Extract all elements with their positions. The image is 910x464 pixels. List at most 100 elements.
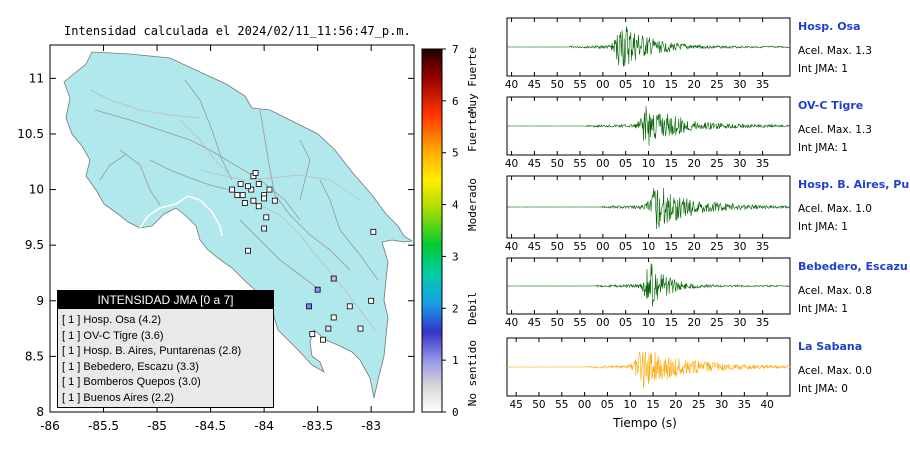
trace-x-tick-label: 35 xyxy=(756,241,769,253)
trace-x-tick-label: 45 xyxy=(528,158,541,170)
station-marker xyxy=(357,325,364,332)
colorbar-category-label: Debil xyxy=(466,292,479,325)
trace-x-tick-label: 30 xyxy=(715,399,728,411)
trace-x-tick-label: 05 xyxy=(619,317,632,329)
trace-x-tick-label: 00 xyxy=(578,399,591,411)
trace-x-tick-label: 35 xyxy=(756,158,769,170)
colorbar-tick-label: 1 xyxy=(452,354,459,367)
trace-x-tick-label: 55 xyxy=(573,158,586,170)
colorbar-gradient xyxy=(421,48,443,413)
max-acceleration: Acel. Max. 0.0 xyxy=(798,365,872,377)
trace-x-tick-label: 40 xyxy=(505,158,518,170)
seismogram-trace xyxy=(506,26,791,67)
map-x-tick-label: -85 xyxy=(147,419,167,433)
trace-x-tick-label: 05 xyxy=(601,399,614,411)
trace-x-tick-label: 05 xyxy=(619,158,632,170)
trace-x-tick-label: 15 xyxy=(646,399,659,411)
trace-x-tick-label: 40 xyxy=(505,317,518,329)
trace-x-tick-label: 50 xyxy=(551,241,564,253)
station-name: Bebedero, Escazu xyxy=(798,260,908,273)
trace-x-tick-label: 20 xyxy=(687,317,700,329)
jma-intensity: Int JMA: 1 xyxy=(798,303,848,315)
station-marker xyxy=(330,314,337,321)
jma-intensity: Int JMA: 1 xyxy=(798,63,848,75)
station-name: OV-C Tigre xyxy=(798,99,863,112)
station-marker xyxy=(237,181,244,187)
station-marker xyxy=(271,197,278,204)
station-marker xyxy=(255,203,262,210)
trace-x-tick-label: 35 xyxy=(756,79,769,91)
map-x-tick-label: -83.5 xyxy=(302,419,333,433)
trace-panel: 40 45 50 55 00 05 10 15 20 25 30 35 Bebedero, Escazu… xyxy=(505,257,908,329)
station-marker-colored xyxy=(306,303,312,310)
map-x-tick-label: -85.5 xyxy=(88,419,119,433)
trace-x-tick-label: 50 xyxy=(551,317,564,329)
trace-x-tick-label: 20 xyxy=(687,158,700,170)
trace-x-tick-label: 50 xyxy=(551,79,564,91)
trace-x-tick-label: 10 xyxy=(642,241,655,253)
trace-x-tick-label: 05 xyxy=(619,79,632,91)
station-marker xyxy=(245,247,251,254)
map-y-tick-label: 8.5 xyxy=(25,349,44,363)
trace-x-tick-label: 50 xyxy=(532,399,545,411)
trace-x-tick-label: 15 xyxy=(665,158,678,170)
map-x-tick-label: -86 xyxy=(40,419,60,433)
trace-x-tick-label: 00 xyxy=(596,158,609,170)
seismogram-trace xyxy=(506,351,791,389)
station-marker xyxy=(261,225,268,232)
station-marker xyxy=(255,181,262,187)
trace-x-tick-label: 45 xyxy=(528,317,541,329)
colorbar-tick-label: 4 xyxy=(452,199,459,212)
seismogram-panels: 40 45 50 55 00 05 10 15 20 25 30 35 Hosp. Osa Acel. M… xyxy=(505,17,910,411)
trace-x-tick-label: 45 xyxy=(509,399,522,411)
trace-x-tick-label: 50 xyxy=(551,158,564,170)
map-y-tick-label: 10.5 xyxy=(17,127,44,141)
trace-x-tick-label: 30 xyxy=(733,241,746,253)
trace-x-tick-label: 25 xyxy=(710,158,723,170)
station-marker-colored xyxy=(314,286,321,293)
trace-x-tick-label: 10 xyxy=(642,79,655,91)
legend-item: [ 1 ] Bebedero, Escazu (3.3) xyxy=(62,360,199,373)
trace-x-tick-label: 15 xyxy=(665,317,678,329)
legend-item: [ 1 ] Bomberos Quepos (3.0) xyxy=(62,376,201,388)
colorbar-tick-label: 3 xyxy=(452,250,459,263)
colorbar-tick-label: 0 xyxy=(452,406,459,419)
map-y-tick-label: 10 xyxy=(29,183,44,197)
map-y-tick-label: 11 xyxy=(29,71,44,85)
jma-intensity: Int JMA: 1 xyxy=(798,221,848,233)
trace-x-tick-label: 40 xyxy=(760,399,773,411)
station-marker xyxy=(229,186,235,193)
colorbar-ticks: 0 1 2 3 4 5 6 7 xyxy=(442,43,459,419)
trace-panel: 40 45 50 55 00 05 10 15 20 25 30 35 Hosp. B. Aires, … xyxy=(505,175,910,253)
colorbar-tick-label: 6 xyxy=(452,95,459,108)
trace-x-tick-label: 15 xyxy=(665,241,678,253)
colorbar-tick-label: 7 xyxy=(452,43,459,56)
trace-x-tick-label: 00 xyxy=(596,79,609,91)
station-marker xyxy=(309,331,316,338)
trace-x-tick-label: 40 xyxy=(505,241,518,253)
trace-x-tick-label: 20 xyxy=(687,241,700,253)
legend-title: INTENSIDAD JMA [0 a 7] xyxy=(58,291,273,309)
colorbar-category-label: Fuerte xyxy=(466,112,479,152)
trace-x-tick-label: 15 xyxy=(665,79,678,91)
colorbar-category-label: Moderado xyxy=(466,178,479,231)
trace-x-tick-label: 55 xyxy=(573,79,586,91)
colorbar-category-label: No sentido xyxy=(466,340,479,406)
max-acceleration: Acel. Max. 1.3 xyxy=(798,45,872,57)
trace-panel: 45 50 55 00 05 10 15 20 25 30 35 40 La Sabana Acel. M… xyxy=(506,337,872,411)
trace-x-tick-label: 05 xyxy=(619,241,632,253)
station-marker xyxy=(368,297,375,304)
trace-x-tick-label: 10 xyxy=(642,158,655,170)
trace-x-tick-label: 55 xyxy=(573,317,586,329)
station-marker-colored xyxy=(330,275,337,282)
trace-x-tick-label: 25 xyxy=(710,241,723,253)
trace-x-tick-label: 00 xyxy=(596,241,609,253)
trace-x-tick-label: 10 xyxy=(624,399,637,411)
max-acceleration: Acel. Max. 1.3 xyxy=(798,124,872,136)
time-axis-label: Tiempo (s) xyxy=(612,416,677,430)
jma-intensity: Int JMA: 1 xyxy=(798,142,848,154)
station-marker xyxy=(245,183,251,190)
colorbar-category-label: Muy Fuerte xyxy=(466,47,479,113)
